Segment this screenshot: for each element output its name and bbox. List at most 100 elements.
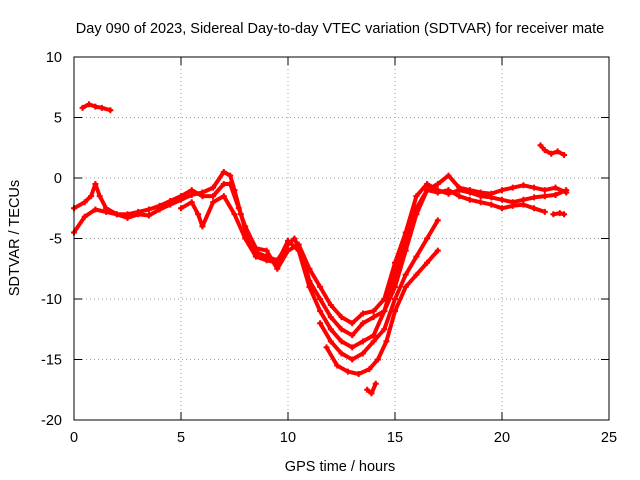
data-point — [252, 253, 259, 260]
data-point — [477, 199, 484, 206]
data-point — [531, 184, 538, 191]
data-point — [92, 206, 99, 213]
data-point — [531, 205, 538, 212]
x-tick-label: 0 — [70, 430, 78, 446]
y-axis-label: SDTVAR / TECUs — [7, 180, 23, 296]
data-point — [392, 271, 398, 278]
data-point — [124, 211, 131, 218]
data-point — [541, 147, 548, 154]
data-point — [274, 265, 281, 272]
data-point — [188, 187, 195, 194]
data-point — [550, 211, 557, 218]
data-point — [563, 187, 570, 194]
data-point — [263, 247, 270, 254]
data-point — [285, 237, 291, 244]
x-axis-label: GPS time / hours — [285, 459, 395, 475]
data-point — [381, 308, 388, 315]
data-point — [370, 338, 377, 345]
data-point — [242, 223, 249, 230]
data-point — [366, 366, 373, 373]
data-point — [252, 245, 259, 252]
data-point — [199, 193, 206, 200]
data-point — [383, 338, 390, 345]
data-point — [167, 197, 174, 204]
y-tick-label: 0 — [54, 171, 62, 187]
data-point — [220, 181, 227, 188]
data-point — [338, 314, 345, 321]
data-point — [334, 362, 341, 369]
data-point — [424, 181, 431, 188]
data-point — [327, 302, 334, 309]
data-point — [295, 241, 302, 248]
grid — [74, 57, 609, 420]
series-track-late-lower — [550, 210, 568, 218]
data-point — [145, 206, 152, 213]
data-point — [402, 271, 409, 278]
data-point — [509, 202, 516, 209]
series-track-outlier-dip — [364, 380, 379, 397]
x-axis: 0 5 10 15 20 25 — [70, 57, 617, 446]
data-point — [359, 310, 366, 317]
data-point — [188, 199, 195, 206]
data-point — [368, 390, 375, 397]
data-point — [323, 344, 330, 351]
series-track-low — [317, 217, 441, 363]
data-point — [227, 181, 234, 188]
data-point — [81, 213, 88, 220]
data-point — [541, 208, 548, 215]
data-point — [456, 187, 463, 194]
data-point — [466, 189, 473, 196]
data-point — [424, 235, 431, 242]
data-point — [227, 172, 234, 179]
series-track-main-b — [71, 181, 570, 327]
data-point — [85, 101, 92, 108]
data-point — [359, 320, 366, 327]
data-point — [499, 196, 505, 203]
data-point — [402, 283, 409, 290]
data-point — [145, 212, 152, 219]
data-point — [541, 193, 548, 200]
data-point — [359, 350, 366, 357]
data-point — [107, 107, 114, 114]
data-point — [374, 356, 381, 363]
data-point — [359, 338, 366, 345]
data-point — [327, 326, 334, 333]
y-tick-label: -5 — [49, 232, 62, 248]
data-point — [413, 253, 420, 260]
data-point — [424, 259, 431, 266]
data-point — [509, 184, 516, 191]
data-point — [178, 193, 184, 200]
data-point — [96, 193, 103, 200]
data-point — [381, 326, 388, 333]
data-point — [317, 308, 324, 315]
data-point — [317, 283, 324, 290]
data-point — [456, 193, 463, 200]
x-tick-label: 20 — [494, 430, 510, 446]
data-point — [156, 202, 163, 209]
data-point — [317, 296, 324, 302]
data-point — [541, 187, 548, 194]
data-point — [370, 314, 377, 321]
data-point — [210, 199, 217, 206]
data-point — [338, 338, 345, 345]
y-tick-label: -20 — [41, 413, 62, 429]
data-point — [285, 247, 291, 254]
data-point — [434, 217, 441, 224]
data-point — [537, 142, 544, 149]
data-point — [92, 181, 99, 188]
data-marks — [71, 101, 570, 397]
data-point — [195, 211, 202, 218]
data-point — [306, 283, 313, 290]
data-point — [488, 201, 495, 208]
data-point — [79, 104, 86, 111]
y-axis: -20 -15 -10 -5 0 5 10 — [41, 50, 609, 429]
data-point — [413, 271, 420, 278]
data-point — [370, 332, 377, 339]
data-point — [338, 326, 345, 333]
data-point — [98, 104, 105, 111]
data-point — [499, 187, 505, 194]
series-track-lowest — [323, 247, 441, 378]
data-point — [327, 338, 334, 345]
data-point — [263, 257, 270, 264]
